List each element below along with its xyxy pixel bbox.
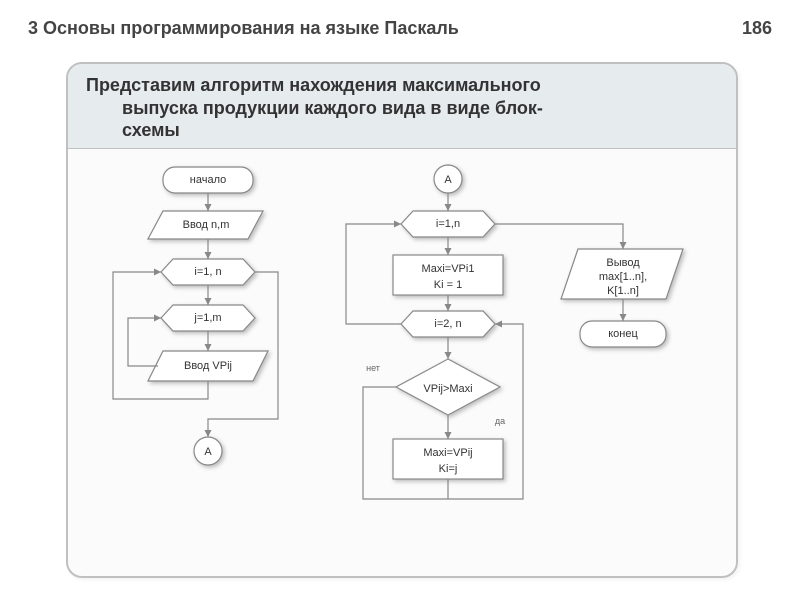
slide-panel: Представим алгоритм нахождения максималь… bbox=[66, 62, 738, 578]
connA-right-label: А bbox=[444, 173, 452, 185]
title-line2: выпуска продукции каждого вида в виде бл… bbox=[122, 97, 718, 120]
flowchart-svg: начало Ввод n,m i=1, n j=1 bbox=[68, 149, 736, 569]
proc1-l2: Ki = 1 bbox=[434, 278, 462, 290]
node-connector-a-left: А bbox=[194, 437, 222, 465]
node-loop-i3: i=2, n bbox=[401, 311, 495, 337]
node-end: конец bbox=[580, 321, 666, 347]
proc2-l2: Ki=j bbox=[439, 462, 458, 474]
title-line1: Представим алгоритм нахождения максималь… bbox=[86, 75, 541, 95]
node-decision: VPij>Maxi bbox=[396, 359, 500, 415]
loop-i3-label: i=2, n bbox=[434, 317, 461, 329]
loop-i2-label: i=1,n bbox=[436, 217, 460, 229]
node-loop-i2: i=1,n bbox=[401, 211, 495, 237]
input-vp-label: Ввод VPij bbox=[184, 359, 232, 371]
node-start: начало bbox=[163, 167, 253, 193]
dec-no-label: нет bbox=[366, 363, 380, 373]
node-connector-a-right: А bbox=[434, 165, 462, 193]
connA-left-label: А bbox=[204, 445, 212, 457]
output-l1: Вывод bbox=[606, 256, 640, 268]
loop-j-label: j=1,m bbox=[193, 311, 221, 323]
proc1-l1: Maxi=VPi1 bbox=[422, 262, 475, 274]
loop-i-label: i=1, n bbox=[194, 265, 221, 277]
page-header: 3 Основы программирования на языке Паска… bbox=[28, 18, 772, 39]
node-input-nm: Ввод n,m bbox=[148, 211, 263, 239]
input-nm-label: Ввод n,m bbox=[183, 218, 230, 230]
output-l2: max[1..n], bbox=[599, 270, 647, 282]
start-label: начало bbox=[190, 173, 226, 185]
flowchart-canvas: начало Ввод n,m i=1, n j=1 bbox=[68, 149, 736, 569]
end-label: конец bbox=[608, 327, 638, 339]
node-loop-i: i=1, n bbox=[161, 259, 255, 285]
node-proc2: Maxi=VPij Ki=j bbox=[393, 439, 503, 479]
output-l3: K[1..n] bbox=[607, 284, 639, 296]
chapter-title: 3 Основы программирования на языке Паска… bbox=[28, 18, 459, 39]
proc2-l1: Maxi=VPij bbox=[423, 446, 472, 458]
node-input-vp: Ввод VPij bbox=[148, 351, 268, 381]
node-proc1: Maxi=VPi1 Ki = 1 bbox=[393, 255, 503, 295]
page-number: 186 bbox=[742, 18, 772, 39]
title-line3: схемы bbox=[122, 119, 718, 142]
node-loop-j: j=1,m bbox=[161, 305, 255, 331]
decision-label: VPij>Maxi bbox=[423, 382, 472, 394]
node-output: Вывод max[1..n], K[1..n] bbox=[561, 249, 683, 299]
dec-yes-label: да bbox=[495, 416, 505, 426]
slide-title: Представим алгоритм нахождения максималь… bbox=[68, 64, 736, 149]
